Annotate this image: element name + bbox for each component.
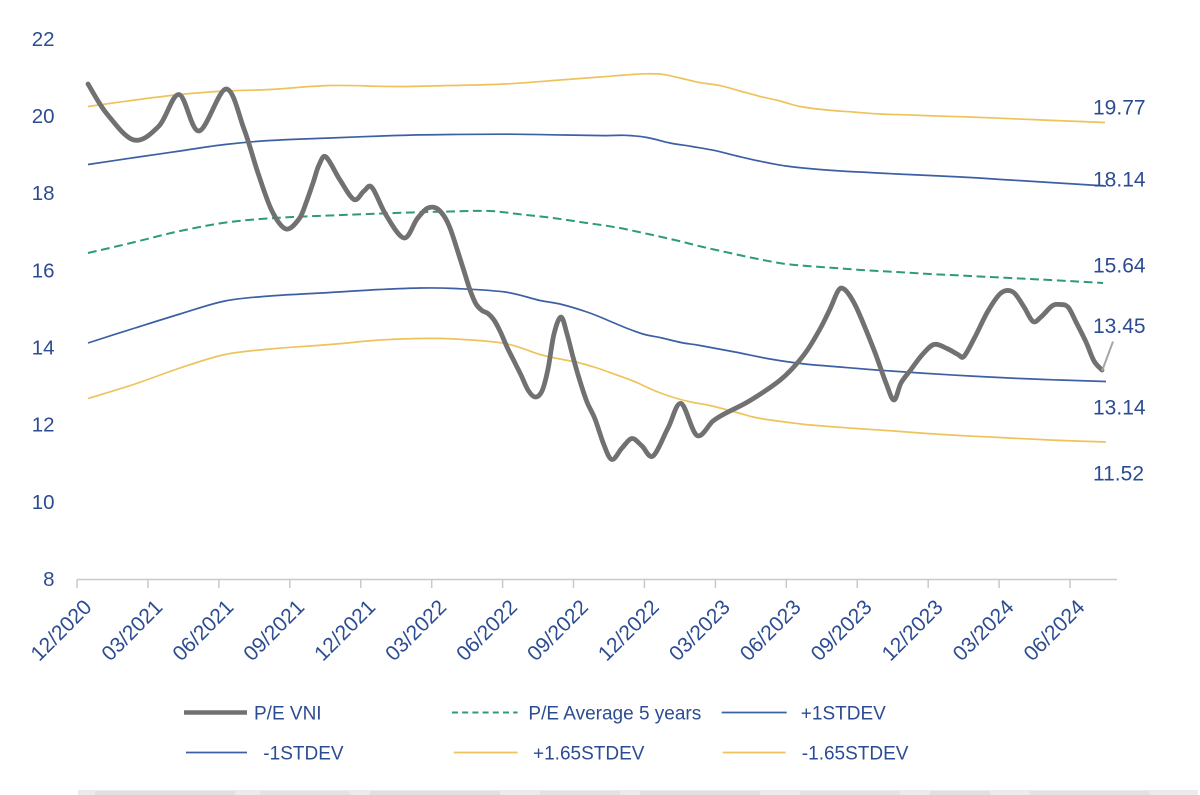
svg-text:14: 14: [32, 337, 55, 360]
svg-text:10: 10: [32, 491, 55, 514]
svg-text:12: 12: [32, 414, 55, 437]
svg-text:+1.65STDEV: +1.65STDEV: [533, 744, 645, 765]
svg-text:18.14: 18.14: [1093, 169, 1146, 192]
svg-text:P/E Average 5 years: P/E Average 5 years: [528, 704, 701, 725]
svg-text:-1STDEV: -1STDEV: [263, 744, 344, 765]
svg-text:13.14: 13.14: [1093, 397, 1146, 420]
svg-text:20: 20: [32, 105, 55, 128]
svg-text:11.52: 11.52: [1093, 463, 1144, 486]
svg-text:P/E VNI: P/E VNI: [254, 704, 322, 725]
svg-text:19.77: 19.77: [1093, 97, 1146, 120]
svg-text:15.64: 15.64: [1093, 255, 1146, 278]
svg-text:13.45: 13.45: [1093, 315, 1146, 338]
svg-text:+1STDEV: +1STDEV: [801, 704, 886, 725]
svg-text:22: 22: [32, 28, 55, 51]
svg-text:-1.65STDEV: -1.65STDEV: [802, 744, 909, 765]
svg-text:18: 18: [32, 182, 55, 205]
svg-text:8: 8: [43, 568, 54, 591]
svg-text:16: 16: [32, 259, 55, 282]
